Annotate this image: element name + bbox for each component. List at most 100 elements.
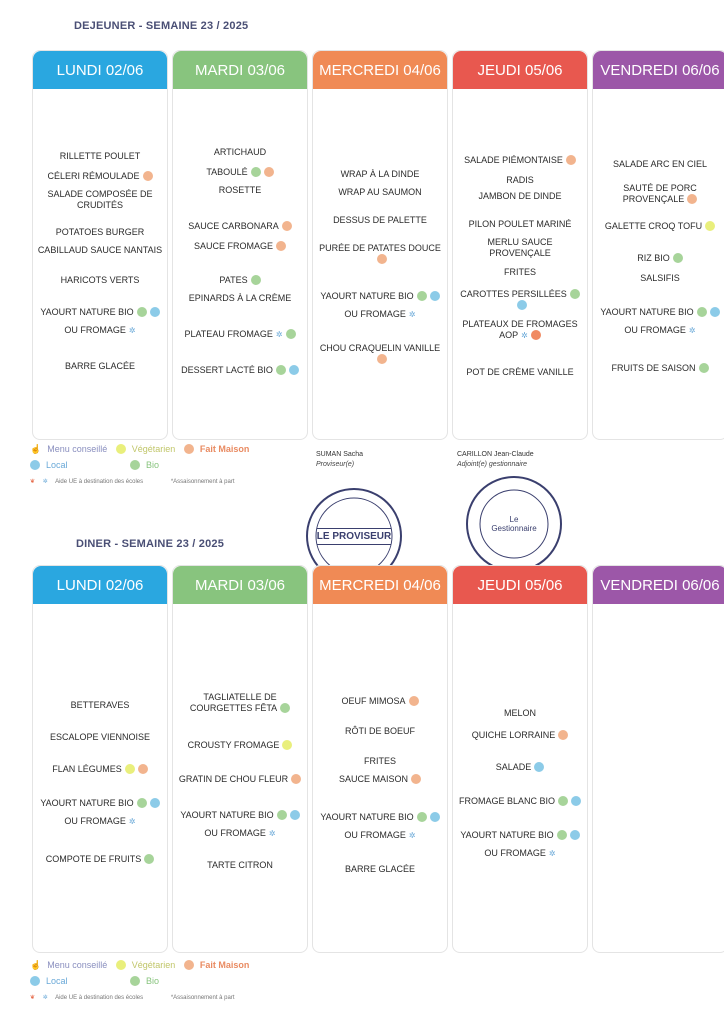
- bio-icon: [696, 307, 707, 317]
- menu-item-label: YAOURT NATURE BIO: [40, 798, 134, 808]
- lunch-day-header: MERCREDI 04/06: [313, 51, 447, 89]
- menu-item: OU FROMAGE ✲: [33, 816, 167, 827]
- menu-item-label: PILON POULET MARINÉ: [468, 219, 572, 229]
- fait-icon: [142, 171, 153, 181]
- bio-icon: [556, 830, 567, 840]
- fait-icon: [376, 254, 387, 264]
- menu-item: JAMBON DE DINDE: [453, 191, 587, 202]
- menu-item: TAGLIATELLE DE COURGETTES FÊTA: [173, 692, 307, 714]
- menu-item: RADIS: [453, 175, 587, 186]
- bio-icon: [280, 703, 291, 713]
- menu-item: SALADE COMPOSÉE DE CRUDITÉS: [33, 189, 167, 211]
- menu-item: BETTERAVES: [33, 700, 167, 711]
- local-icon: [516, 300, 527, 310]
- menu-item: OU FROMAGE ✲: [593, 325, 724, 336]
- menu-item-label: CÉLERI RÉMOULADE: [47, 171, 140, 181]
- menu-item: PLATEAUX DE FROMAGES AOP ✲: [453, 319, 587, 341]
- menu-item: ESCALOPE VIENNOISE: [33, 732, 167, 743]
- menu-item: CABILLAUD SAUCE NANTAIS: [33, 245, 167, 256]
- lunch-day-column: MERCREDI 04/06 WRAP À LA DINDE WRAP AU SAU…: [312, 50, 448, 440]
- proviseur-stamp-text: LE PROVISEUR: [316, 527, 392, 545]
- dinner-day-column: JEUDI 05/06 MELON QUICHE LORRAINE SALADE FRO…: [452, 565, 588, 953]
- local-icon: [429, 291, 440, 301]
- bio-icon: [250, 167, 261, 177]
- menu-item-label: SAUCE FROMAGE: [193, 241, 273, 251]
- menu-item: FRITES: [313, 756, 447, 767]
- menu-item-label: OU FROMAGE: [484, 848, 546, 858]
- bio-icon: [276, 810, 287, 820]
- fait-icon: [281, 221, 292, 231]
- menu-item-label: OU FROMAGE: [204, 828, 266, 838]
- legend-bio: Bio: [146, 460, 160, 470]
- menu-item-label: MELON: [503, 708, 536, 718]
- menu-item-label: GRATIN DE CHOU FLEUR: [178, 774, 289, 784]
- menu-item: GRATIN DE CHOU FLEUR: [173, 774, 307, 785]
- local-icon: [569, 830, 580, 840]
- menu-item-label: OEUF MIMOSA: [341, 696, 406, 706]
- menu-item-label: SALADE PIÉMONTAISE: [464, 155, 563, 165]
- menu-item: BARRE GLACÉE: [33, 361, 167, 372]
- menu-item-label: RADIS: [506, 175, 534, 185]
- menu-item-label: CHOU CRAQUELIN VANILLE: [319, 343, 441, 353]
- menu-item: FRUITS DE SAISON: [593, 363, 724, 374]
- menu-item: BARRE GLACÉE: [313, 864, 447, 875]
- signature-right-role: Adjoint(e) gestionnaire: [457, 461, 528, 468]
- dinner-day-header: MARDI 03/06: [173, 566, 307, 604]
- legend-aide-ue-2: Aide UE à destination des écoles: [55, 995, 144, 1001]
- legend-assaisonnement-2: *Assaisonnement à part: [170, 995, 235, 1001]
- fait-icon: [411, 774, 421, 784]
- menu-item-label: SAUCE MAISON: [338, 774, 408, 784]
- legend-fait-maison: Fait Maison: [199, 444, 250, 454]
- lunch-day-column: LUNDI 02/06 RILLETTE POULET CÉLERI RÉMOULA…: [32, 50, 168, 440]
- bio-icon: [275, 365, 286, 375]
- menu-item: PATES: [173, 275, 307, 286]
- legend-assaisonnement: *Assaisonnement à part: [170, 479, 235, 485]
- menu-item: RÔTI DE BOEUF: [313, 726, 447, 737]
- bio-icon: [558, 796, 569, 806]
- dinner-day-column: LUNDI 02/06 BETTERAVES ESCALOPE VIENNOISE F…: [32, 565, 168, 953]
- bio-icon: [250, 275, 261, 285]
- menu-item: PLATEAU FROMAGE ✲: [173, 329, 307, 340]
- menu-item-label: POT DE CRÈME VANILLE: [466, 367, 574, 377]
- menu-item-label: DESSUS DE PALETTE: [333, 215, 427, 225]
- thumb-icon-2: ☝: [30, 960, 42, 970]
- menu-item-label: RIZ BIO: [637, 253, 670, 263]
- menu-item-label: OU FROMAGE: [64, 816, 126, 826]
- veg-icon: [124, 764, 135, 774]
- menu-item-label: POTATOES BURGER: [55, 227, 145, 237]
- bio-icon: [144, 854, 155, 864]
- menu-item-label: OU FROMAGE: [344, 309, 406, 319]
- fait-maison-icon: [183, 444, 194, 454]
- legend-local: Local: [46, 460, 68, 470]
- gestionnaire-stamp-ring: [479, 489, 549, 559]
- lunch-day-header: MARDI 03/06: [173, 51, 307, 89]
- signature-right-name: CARILLON Jean-Claude: [457, 451, 534, 458]
- menu-item-label: EPINARDS À LA CRÈME: [188, 293, 292, 303]
- menu-item-label: FRITES: [503, 267, 536, 277]
- local-icon: [149, 307, 160, 317]
- legend-dinner: ☝ Menu conseillé Végétarien Fait Maison L…: [30, 960, 320, 1010]
- menu-item-label: SALADE COMPOSÉE DE CRUDITÉS: [47, 189, 153, 210]
- fait-icon: [376, 354, 387, 364]
- menu-item: PURÉE DE PATATES DOUCE: [313, 243, 447, 265]
- menu-item-label: OU FROMAGE: [344, 830, 406, 840]
- legend-vegetarien: Végétarien: [131, 444, 176, 454]
- local-icon: [149, 798, 160, 808]
- ue-aid-icon: ❦: [30, 479, 36, 485]
- dinner-day-header: MERCREDI 04/06: [313, 566, 447, 604]
- menu-item-label: TABOULÉ: [206, 167, 248, 177]
- dinner-day-header: LUNDI 02/06: [33, 566, 167, 604]
- lunch-title: DEJEUNER - SEMAINE 23 / 2025: [74, 20, 249, 32]
- bio-icon: [136, 307, 147, 317]
- lunch-day-column: VENDREDI 06/06 SALADE ARC EN CIEL SAUTÉ DE…: [592, 50, 724, 440]
- menu-item-label: FROMAGE BLANC BIO: [458, 796, 556, 806]
- menu-item: SALADE PIÉMONTAISE: [453, 155, 587, 166]
- ue-flag-icon-2: ✲: [42, 995, 48, 1001]
- menu-item-label: PURÉE DE PATATES DOUCE: [319, 243, 441, 253]
- menu-item-label: BARRE GLACÉE: [344, 864, 416, 874]
- ue-flag-icon: ✲: [128, 817, 136, 826]
- menu-item-label: CROUSTY FROMAGE: [187, 740, 280, 750]
- menu-item: CAROTTES PERSILLÉES: [453, 289, 587, 311]
- menu-item: SAUTÉ DE PORC PROVENÇALE: [593, 183, 724, 205]
- local-icon: [289, 810, 300, 820]
